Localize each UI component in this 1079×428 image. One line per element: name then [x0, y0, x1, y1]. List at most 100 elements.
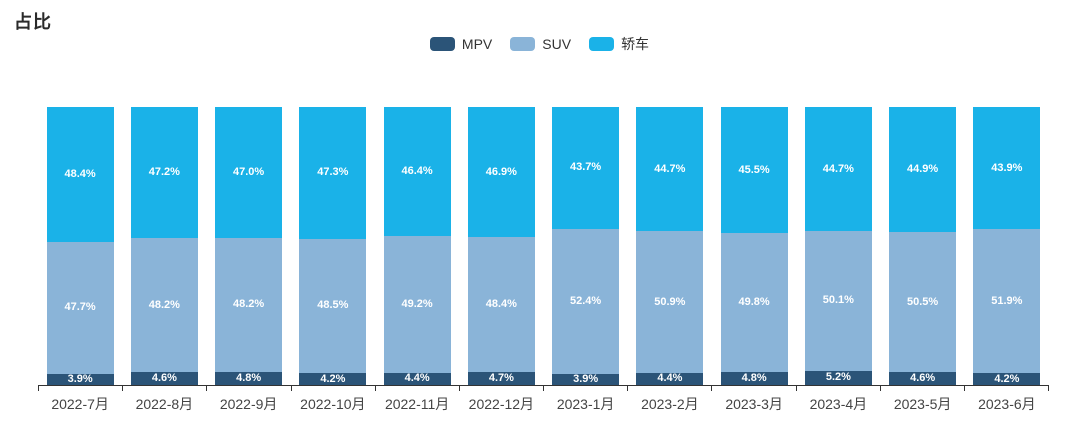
stacked-bar[interactable]: 4.4% 50.9% 44.7% — [636, 107, 704, 385]
bar-segment-MPV[interactable]: 4.8% — [720, 371, 788, 385]
bar-segment-SUV[interactable]: 50.1% — [804, 231, 872, 371]
bar-segment-value: 4.8% — [741, 371, 767, 384]
bar-segment-轿车[interactable]: 45.5% — [720, 107, 788, 234]
legend-item-suv[interactable]: SUV — [510, 36, 571, 52]
legend-item-mpv[interactable]: MPV — [429, 36, 493, 52]
x-axis-label: 2022-12月 — [468, 396, 535, 412]
bar-segment-SUV[interactable]: 49.8% — [720, 233, 788, 372]
x-axis-labels: 2022-7月 2022-8月 2022-9月 2022-10月 2022-11月 202… — [38, 394, 1049, 414]
bar-segment-value: 44.7% — [654, 162, 686, 175]
legend: MPV SUV 轿车 — [0, 34, 1079, 54]
bar-segment-value: 43.9% — [991, 161, 1023, 174]
plot-area: 3.9% 47.7% 48.4% 4.6% 48.2% 47.2% 4.8% 48.2% 47.… — [38, 107, 1049, 385]
legend-item-sedan[interactable]: 轿车 — [589, 34, 649, 54]
bar-segment-value: 4.4% — [404, 372, 430, 385]
bar-segment-轿车[interactable]: 47.2% — [130, 107, 198, 239]
bar-segment-轿车[interactable]: 43.9% — [973, 107, 1041, 230]
legend-swatch-sedan — [589, 37, 615, 51]
bar-segment-value: 50.9% — [654, 295, 686, 308]
bar-segment-value: 45.5% — [738, 163, 770, 176]
x-axis-label: 2022-11月 — [384, 396, 450, 412]
bar-segment-value: 4.2% — [994, 372, 1020, 385]
stacked-bar[interactable]: 4.2% 48.5% 47.3% — [299, 107, 367, 385]
stacked-bar[interactable]: 3.9% 47.7% 48.4% — [46, 107, 114, 385]
bar-segment-value: 52.4% — [570, 294, 602, 307]
x-axis-label: 2022-9月 — [219, 396, 278, 412]
stacked-bar[interactable]: 4.2% 51.9% 43.9% — [973, 107, 1041, 385]
bar-segment-SUV[interactable]: 47.7% — [46, 241, 114, 375]
axis-tick — [627, 386, 711, 391]
bar-segment-MPV[interactable]: 4.7% — [467, 371, 535, 385]
bar-segment-MPV[interactable]: 4.2% — [299, 373, 367, 385]
bar-segment-value: 4.7% — [488, 371, 514, 384]
bar-segment-SUV[interactable]: 50.5% — [889, 231, 957, 373]
bar-segment-MPV[interactable]: 4.4% — [383, 372, 451, 385]
bar-segment-value: 3.9% — [573, 373, 599, 386]
bar-group-2022-12月: 4.7% 48.4% 46.9% — [459, 107, 543, 385]
bar-segment-value: 4.6% — [151, 372, 177, 385]
x-axis-label: 2023-5月 — [893, 396, 952, 412]
bar-segment-轿车[interactable]: 44.7% — [804, 107, 872, 232]
bar-segment-SUV[interactable]: 48.2% — [215, 237, 283, 372]
legend-label-sedan: 轿车 — [621, 36, 650, 52]
bar-segment-MPV[interactable]: 4.2% — [973, 372, 1041, 385]
bar-segment-SUV[interactable]: 48.5% — [299, 238, 367, 374]
bar-segment-轿车[interactable]: 46.4% — [383, 107, 451, 237]
x-axis-line — [38, 385, 1049, 391]
bar-segment-value: 46.9% — [485, 165, 517, 178]
stacked-bar[interactable]: 4.6% 50.5% 44.9% — [889, 107, 957, 385]
bar-segment-SUV[interactable]: 50.9% — [636, 231, 704, 373]
bar-segment-轿车[interactable]: 44.9% — [889, 107, 957, 232]
bar-segment-value: 4.4% — [657, 372, 683, 385]
bar-segment-MPV[interactable]: 3.9% — [552, 373, 620, 386]
legend-label-mpv: MPV — [461, 36, 493, 52]
bar-group-2022-8月: 4.6% 48.2% 47.2% — [122, 107, 206, 385]
bar-segment-SUV[interactable]: 48.4% — [467, 237, 535, 372]
stacked-bar[interactable]: 4.8% 49.8% 45.5% — [720, 107, 788, 385]
bar-segment-value: 44.9% — [907, 162, 939, 175]
bar-segment-MPV[interactable]: 3.9% — [46, 374, 114, 385]
bar-segment-value: 49.8% — [738, 296, 770, 309]
stacked-bar[interactable]: 4.6% 48.2% 47.2% — [130, 107, 198, 385]
bar-segment-轿车[interactable]: 46.9% — [467, 107, 535, 238]
bar-segment-SUV[interactable]: 49.2% — [383, 236, 451, 373]
bar-segment-MPV[interactable]: 4.4% — [636, 372, 704, 385]
bar-segment-value: 49.2% — [401, 297, 433, 310]
bar-segment-MPV[interactable]: 4.8% — [215, 371, 283, 385]
bar-segment-value: 51.9% — [991, 294, 1023, 307]
bar-segment-轿车[interactable]: 44.7% — [636, 107, 704, 232]
bar-group-2022-10月: 4.2% 48.5% 47.3% — [291, 107, 375, 385]
bar-segment-SUV[interactable]: 48.2% — [130, 238, 198, 373]
bar-segment-轿车[interactable]: 47.0% — [215, 107, 283, 238]
x-axis-label: 2022-8月 — [135, 396, 194, 412]
bar-segment-value: 4.6% — [910, 372, 936, 385]
bar-segment-MPV[interactable]: 4.6% — [130, 372, 198, 385]
bar-segment-轿车[interactable]: 47.3% — [299, 107, 367, 239]
x-axis-label: 2022-7月 — [51, 396, 109, 412]
bar-segment-轿车[interactable]: 48.4% — [46, 107, 114, 242]
bar-group-2023-4月: 5.2% 50.1% 44.7% — [796, 107, 880, 385]
stacked-bar[interactable]: 4.4% 49.2% 46.4% — [383, 107, 451, 385]
bar-segment-MPV[interactable]: 5.2% — [804, 370, 872, 385]
stacked-bar[interactable]: 3.9% 52.4% 43.7% — [552, 107, 620, 386]
chart-title: 占比 — [14, 12, 52, 32]
bar-group-2023-6月: 4.2% 51.9% 43.9% — [965, 107, 1049, 385]
stacked-bar[interactable]: 4.8% 48.2% 47.0% — [215, 107, 283, 385]
stacked-bar[interactable]: 4.7% 48.4% 46.9% — [467, 107, 535, 385]
bar-segment-SUV[interactable]: 52.4% — [552, 228, 620, 375]
stacked-bar[interactable]: 5.2% 50.1% 44.7% — [804, 107, 872, 385]
x-axis-label: 2023-4月 — [809, 396, 868, 412]
bar-group-2023-5月: 4.6% 50.5% 44.9% — [881, 107, 965, 385]
axis-tick — [458, 386, 543, 391]
x-axis-label: 2023-6月 — [978, 396, 1036, 412]
bar-segment-MPV[interactable]: 4.6% — [889, 372, 957, 385]
bar-group-2023-1月: 3.9% 52.4% 43.7% — [544, 107, 628, 385]
bar-group-2022-7月: 3.9% 47.7% 48.4% — [38, 107, 122, 385]
bar-segment-轿车[interactable]: 43.7% — [552, 107, 620, 229]
legend-swatch-mpv — [429, 37, 455, 51]
axis-tick — [711, 386, 795, 391]
bar-segment-SUV[interactable]: 51.9% — [973, 229, 1041, 374]
axis-tick — [795, 386, 880, 391]
axis-tick — [374, 386, 459, 391]
